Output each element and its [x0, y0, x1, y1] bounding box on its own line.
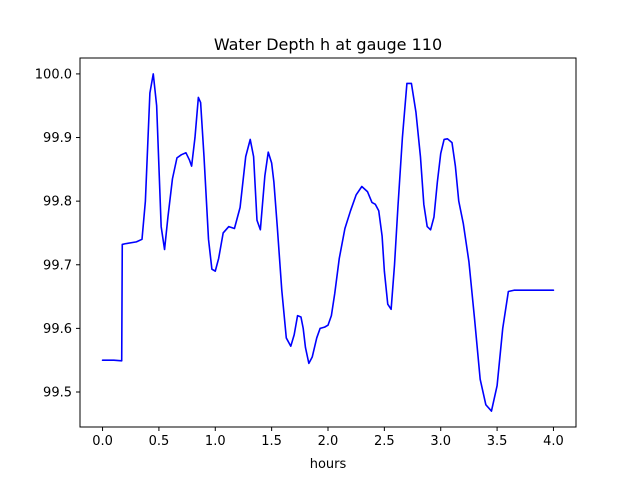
y-tick-label: 99.6 — [43, 322, 72, 337]
x-tick-label: 1.0 — [205, 434, 226, 449]
series-line-0 — [101, 73, 555, 412]
x-axis-label: hours — [310, 457, 347, 472]
chart-title: Water Depth h at gauge 110 — [214, 35, 442, 54]
y-tick-label: 99.9 — [43, 131, 72, 146]
x-tick-label: 0.0 — [92, 434, 113, 449]
x-tick-label: 2.5 — [374, 434, 395, 449]
y-tick-label: 99.7 — [43, 258, 72, 273]
plot-area: 0.0 0.5 1.0 1.5 2.0 2.5 3.0 3.5 4.0 99.5 99.6 99.7 9… — [35, 57, 577, 449]
x-tick-label: 4.0 — [543, 434, 564, 449]
y-tick-label: 99.5 — [43, 386, 72, 401]
x-tick-label: 2.0 — [318, 434, 339, 449]
x-tick-label: 0.5 — [149, 434, 170, 449]
x-tick-label: 3.5 — [487, 434, 508, 449]
x-tick-label: 3.0 — [430, 434, 451, 449]
y-tick-label: 99.8 — [43, 195, 72, 210]
y-tick-label: 100.0 — [35, 67, 72, 82]
x-tick-label: 1.5 — [261, 434, 282, 449]
